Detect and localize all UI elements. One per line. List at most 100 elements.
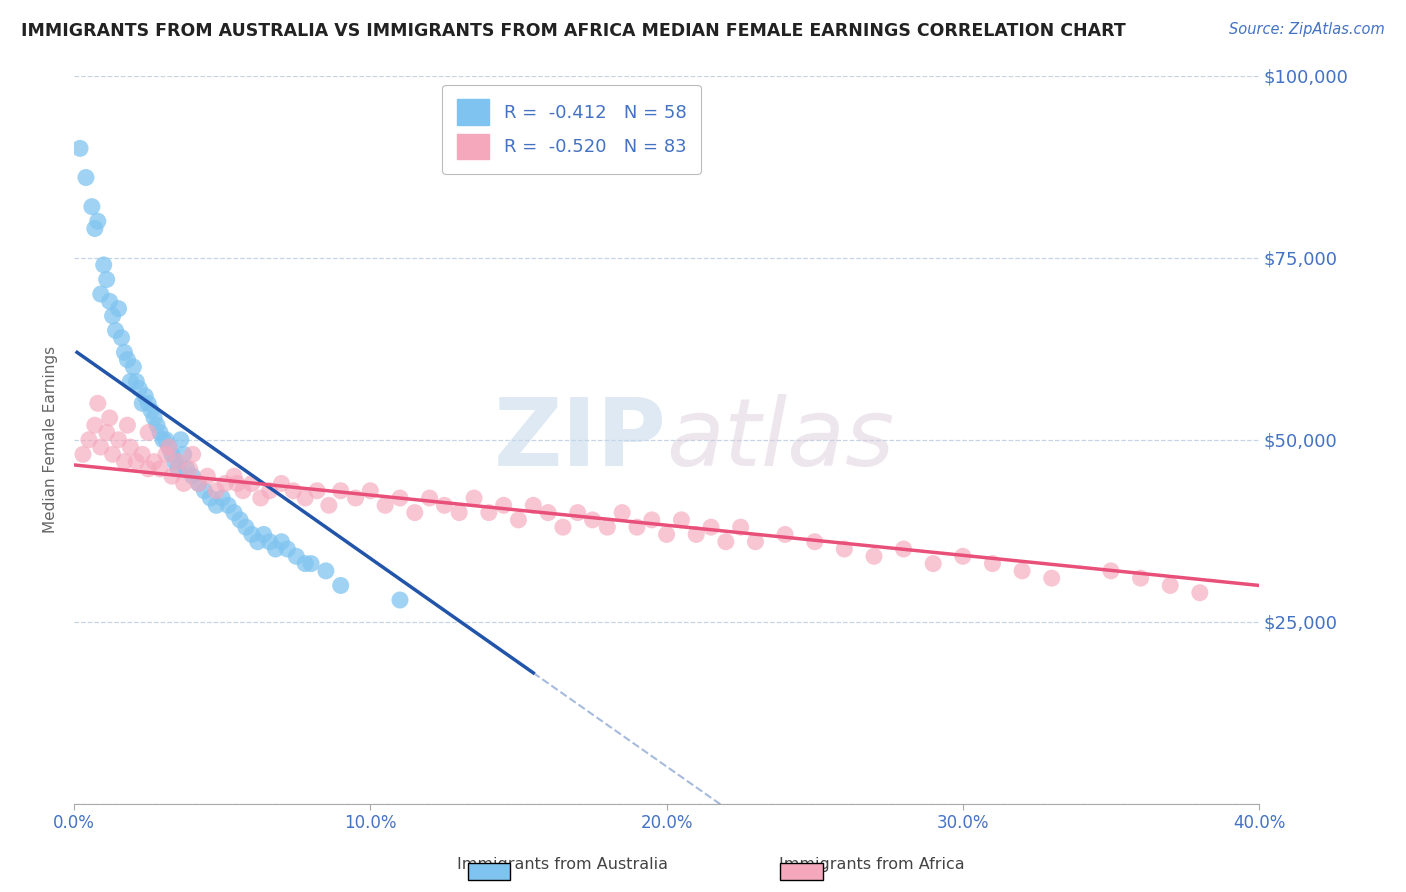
Point [655,527,678,541]
Point [90,287,112,301]
Point [187,476,209,491]
Point [259,534,281,549]
Point [344,491,367,505]
Text: IMMIGRANTS FROM AUSTRALIA VS IMMIGRANTS FROM AFRICA MEDIAN FEMALE EARNINGS CORRE: IMMIGRANTS FROM AUSTRALIA VS IMMIGRANTS … [21,22,1126,40]
Point [122,359,145,374]
Point [101,447,124,461]
Point [863,549,886,564]
Point [246,534,269,549]
Text: Immigrants from Australia: Immigrants from Australia [457,857,668,872]
Point [229,513,252,527]
Point [433,498,456,512]
Point [114,345,136,359]
Point [101,309,124,323]
Point [104,323,127,337]
Point [581,513,603,527]
Point [981,557,1004,571]
Point [155,433,177,447]
Point [374,498,396,512]
Point [388,491,411,505]
Point [157,440,180,454]
Point [87,396,110,410]
Point [90,440,112,454]
Point [93,258,115,272]
Point [205,498,228,512]
Point [200,491,222,505]
Point [240,527,263,541]
Point [508,513,530,527]
Point [193,483,215,498]
Point [96,272,118,286]
Point [181,469,204,483]
Point [163,454,186,468]
Point [305,483,328,498]
Point [217,498,239,512]
Point [952,549,974,564]
Point [1099,564,1122,578]
Point [730,520,752,534]
Point [276,541,298,556]
Point [134,389,156,403]
Text: atlas: atlas [666,394,894,485]
Point [149,425,172,440]
Point [170,433,193,447]
Point [197,469,219,483]
Point [83,221,105,235]
Point [522,498,544,512]
Point [1011,564,1033,578]
Point [157,440,180,454]
Point [294,491,316,505]
Point [117,352,139,367]
Point [626,520,648,534]
Point [1188,585,1211,599]
Point [1159,578,1181,592]
Point [143,454,166,468]
Point [155,447,177,461]
Text: Source: ZipAtlas.com: Source: ZipAtlas.com [1229,22,1385,37]
Point [120,375,142,389]
Point [700,520,723,534]
Point [671,513,693,527]
Point [146,418,169,433]
Point [160,447,183,461]
Point [610,506,633,520]
Point [922,557,945,571]
Point [117,418,139,433]
Point [641,513,664,527]
Point [893,541,915,556]
Point [329,578,352,592]
Point [404,506,426,520]
Point [264,541,287,556]
Point [83,418,105,433]
Point [149,462,172,476]
Point [96,425,118,440]
Point [235,520,257,534]
Point [131,396,153,410]
Point [136,425,159,440]
Point [359,483,381,498]
Text: Immigrants from Africa: Immigrants from Africa [779,857,965,872]
Point [77,433,100,447]
Point [110,331,132,345]
Point [551,520,574,534]
Point [1040,571,1063,585]
Point [72,447,94,461]
Point [120,440,142,454]
Point [226,476,249,491]
Point [567,506,589,520]
Point [125,454,148,468]
Point [270,476,292,491]
Point [318,498,340,512]
Point [131,447,153,461]
Point [537,506,560,520]
Point [596,520,619,534]
Point [152,433,174,447]
Point [136,462,159,476]
Point [80,200,103,214]
Point [205,483,228,498]
Point [744,534,766,549]
Point [285,549,308,564]
Point [259,483,281,498]
Point [329,483,352,498]
Point [232,483,254,498]
